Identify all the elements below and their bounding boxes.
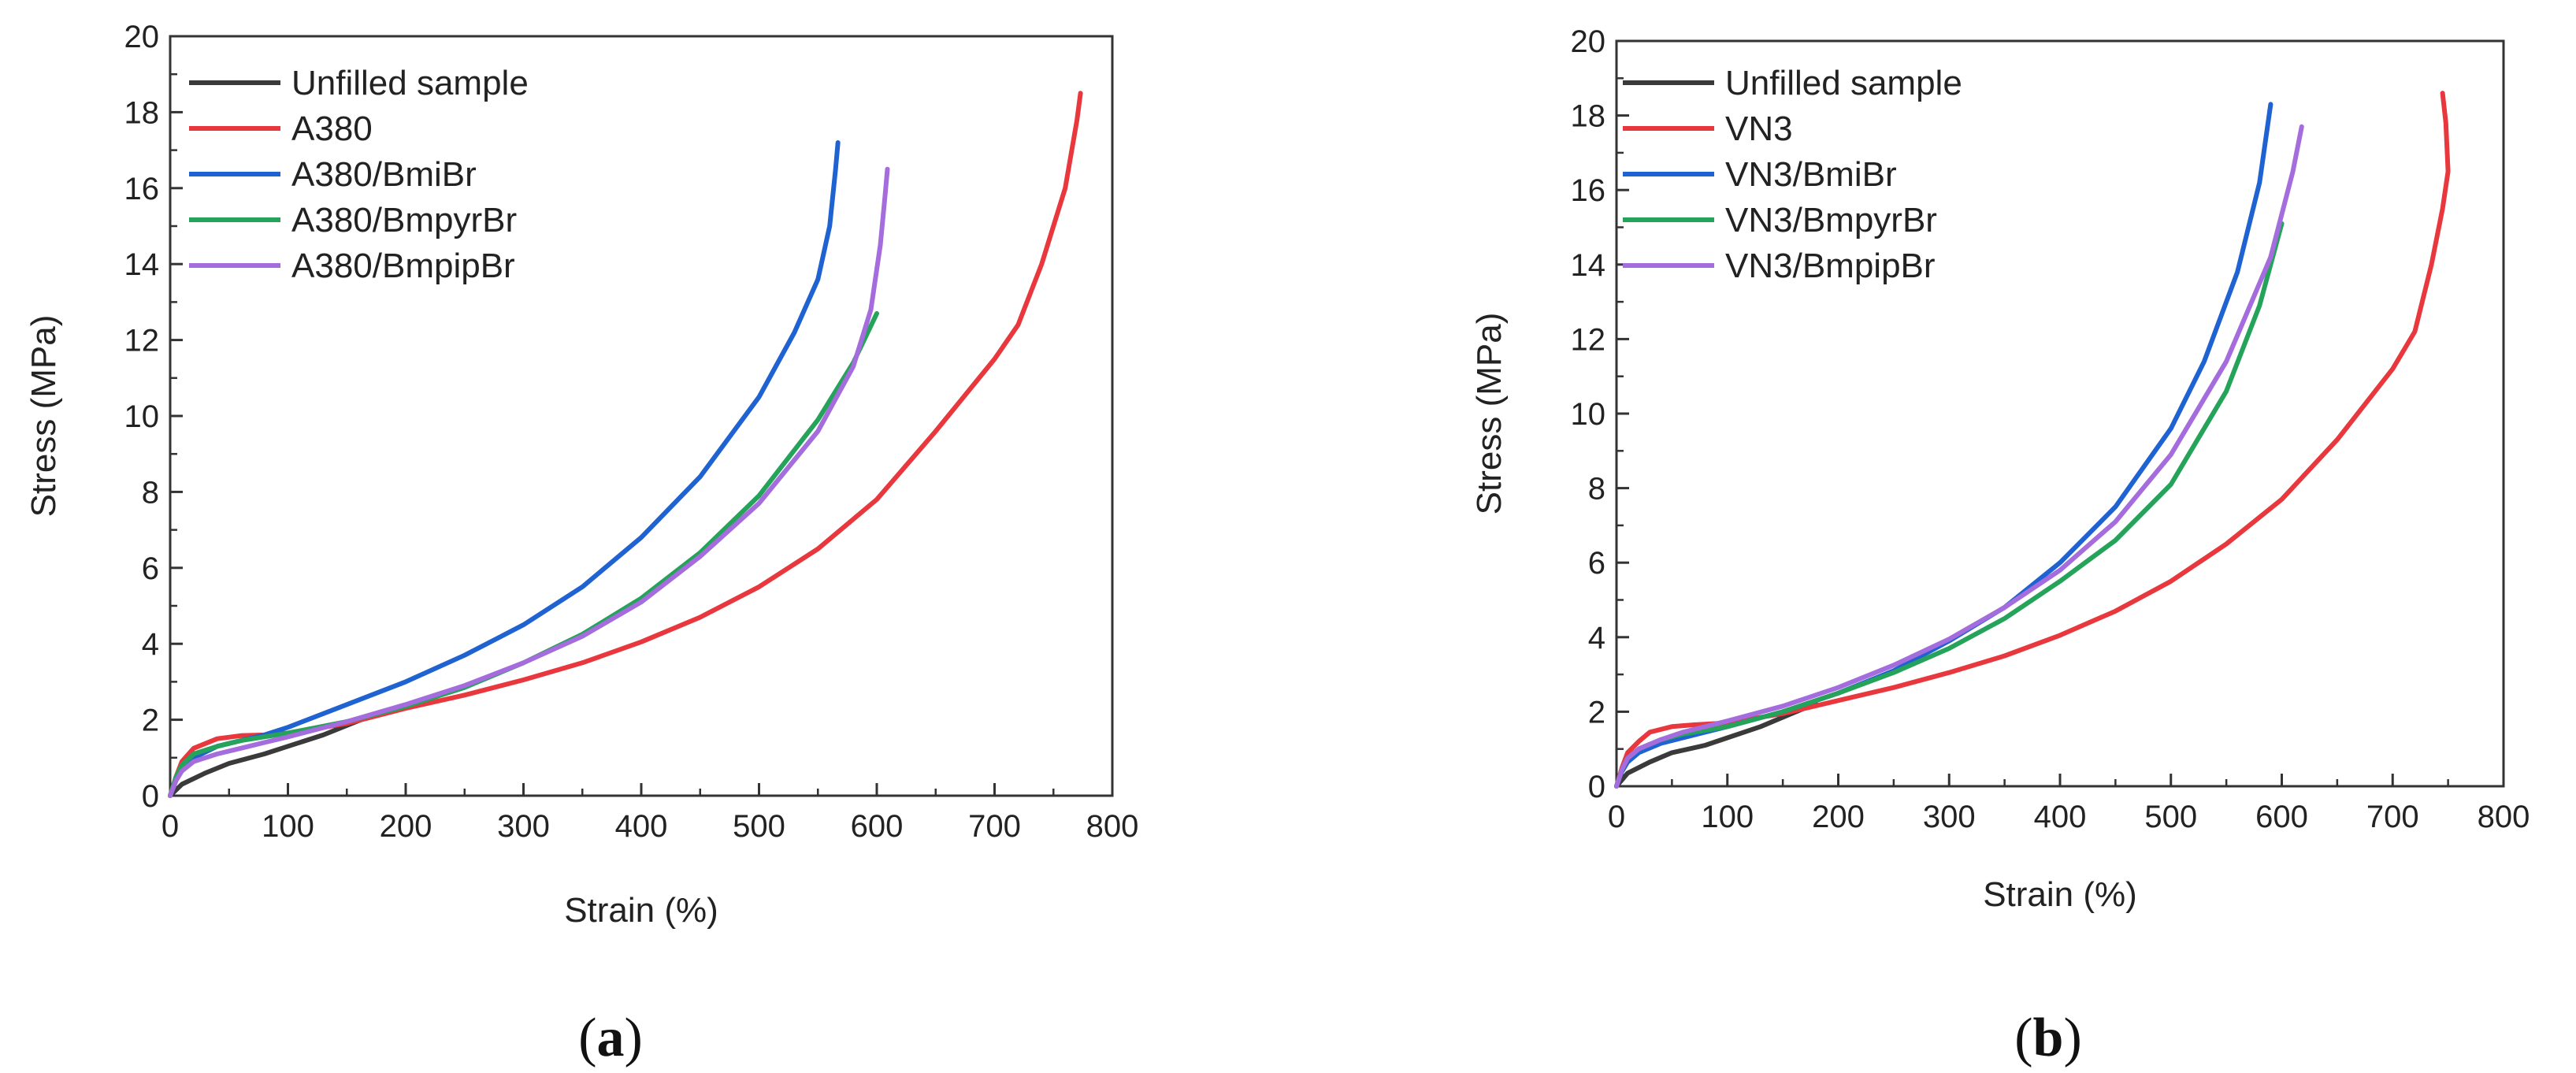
x-tick-label-a: 500 [733, 809, 785, 844]
legend-label-a-2: A380/BmiBr [291, 155, 477, 194]
y-tick-label-b: 16 [1571, 173, 1606, 208]
legend-label-a-3: A380/BmpyrBr [291, 201, 517, 239]
x-axis-title-a: Strain (%) [564, 891, 718, 930]
x-tick-label-b: 0 [1608, 800, 1625, 834]
legend-label-a-1: A380 [291, 110, 373, 148]
legend-label-b-0: Unfilled sample [1725, 64, 1962, 102]
panel-label-b: b [2033, 1008, 2064, 1068]
y-tick-label-b: 8 [1588, 472, 1605, 507]
y-tick-label-b: 20 [1571, 24, 1606, 59]
y-tick-label-a: 0 [142, 779, 159, 814]
ticks-b: 0 100 200 300 400 500 600 700 800 0 2 4 6 8 10 12 14 16 18… [1571, 24, 2530, 834]
y-tick-label-a: 14 [124, 247, 160, 282]
y-tick-label-b: 4 [1588, 621, 1605, 655]
ticks-a: 0 100 200 300 400 500 600 700 800 0 2 4 6 8 10 12 14 16 18… [124, 20, 1139, 844]
y-tick-label-b: 2 [1588, 695, 1605, 730]
y-tick-label-a: 12 [124, 324, 160, 358]
series-line-a-2 [168, 140, 841, 798]
y-tick-label-b: 18 [1571, 99, 1606, 134]
x-tick-label-b: 200 [1812, 800, 1865, 834]
y-tick-label-a: 6 [142, 551, 159, 586]
x-tick-label-b: 800 [2478, 800, 2530, 834]
series-a [168, 91, 1083, 798]
series-line-b-4 [1614, 124, 2304, 789]
y-tick-label-b: 6 [1588, 546, 1605, 581]
y-tick-label-a: 20 [124, 20, 160, 54]
x-tick-label-a: 800 [1086, 809, 1139, 844]
y-tick-label-a: 8 [142, 475, 159, 510]
legend-b: Unfilled sample VN3 VN3/BmiBr VN3/BmpyrBr VN… [1623, 64, 1962, 285]
y-tick-label-a: 2 [142, 704, 159, 738]
series-line-b-1 [1614, 91, 2451, 789]
y-axis-title-b: Stress (MPa) [1470, 313, 1509, 515]
x-tick-label-b: 100 [1701, 800, 1754, 834]
x-tick-label-a: 100 [262, 809, 314, 844]
legend-label-b-4: VN3/BmpipBr [1725, 247, 1936, 285]
series-b [1614, 91, 2451, 789]
y-tick-label-b: 14 [1571, 248, 1606, 283]
panel-caption-a: (a) [578, 1008, 643, 1068]
series-line-b-3 [1614, 221, 2285, 789]
series-line-a-3 [168, 310, 879, 798]
plot-frame-b [1615, 39, 2505, 788]
y-tick-label-b: 10 [1571, 397, 1606, 432]
y-tick-label-a: 16 [124, 172, 160, 206]
legend-label-b-2: VN3/BmiBr [1725, 155, 1897, 194]
panel-caption-b: (b) [2014, 1008, 2082, 1068]
x-tick-label-a: 600 [851, 809, 904, 844]
x-tick-label-a: 400 [615, 809, 668, 844]
y-tick-label-b: 0 [1588, 770, 1605, 804]
legend-label-b-1: VN3 [1725, 110, 1793, 148]
legend-label-b-3: VN3/BmpyrBr [1725, 201, 1937, 239]
panel-label-a: a [597, 1008, 625, 1068]
panel-a: 0 100 200 300 400 500 600 700 800 0 2 4 6 8 10 12 14 16 18… [24, 20, 1138, 1068]
x-tick-label-b: 600 [2255, 800, 2308, 834]
series-line-b-2 [1614, 102, 2273, 789]
x-tick-label-b: 500 [2144, 800, 2197, 834]
x-tick-label-b: 300 [1923, 800, 1976, 834]
legend-label-a-0: Unfilled sample [291, 64, 529, 102]
legend-label-a-4: A380/BmpipBr [291, 247, 515, 285]
panel-b: 0 100 200 300 400 500 600 700 800 0 2 4 6 8 10 12 14 16 18… [1470, 24, 2530, 1068]
series-line-a-4 [168, 166, 890, 798]
x-tick-label-a: 300 [497, 809, 550, 844]
x-tick-label-b: 400 [2034, 800, 2087, 834]
x-tick-label-a: 700 [968, 809, 1021, 844]
plot-frame-a [169, 35, 1114, 797]
legend-a: Unfilled sample A380 A380/BmiBr A380/BmpyrB… [189, 64, 529, 285]
y-tick-label-a: 10 [124, 399, 160, 434]
y-tick-label-b: 12 [1571, 322, 1606, 357]
y-tick-label-a: 4 [142, 627, 159, 662]
x-tick-label-a: 200 [380, 809, 432, 844]
y-axis-title-a: Stress (MPa) [24, 315, 63, 518]
x-axis-title-b: Strain (%) [1983, 875, 2137, 914]
x-tick-label-b: 700 [2366, 800, 2419, 834]
y-tick-label-a: 18 [124, 95, 160, 130]
series-line-a-1 [168, 91, 1083, 798]
x-tick-label-a: 0 [161, 809, 179, 844]
